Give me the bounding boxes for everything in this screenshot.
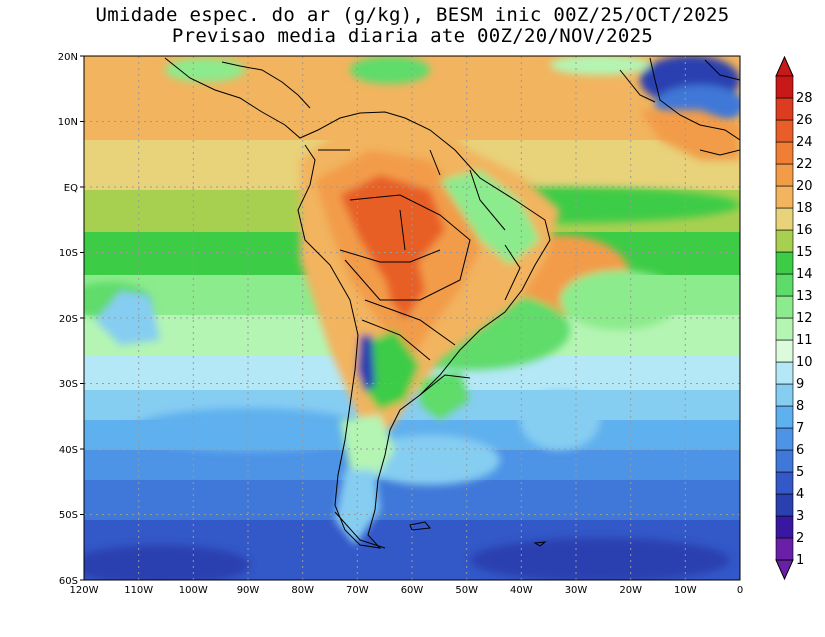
lon-label-90w: 90W xyxy=(237,585,260,596)
colorbar-swatch xyxy=(775,317,794,341)
colorbar-swatch xyxy=(775,471,794,495)
colorbar-label: 28 xyxy=(796,91,813,106)
colorbar-swatch xyxy=(775,515,794,539)
colorbar-label: 5 xyxy=(796,465,804,480)
colorbar-label: 26 xyxy=(796,113,813,128)
colorbar-label: 20 xyxy=(796,179,813,194)
colorbar-label: 15 xyxy=(796,245,813,260)
lat-label-10s: 10S xyxy=(59,248,78,259)
lat-labels: 20N 10N EQ 10S 20S 30S 40S 50S 60S xyxy=(58,52,78,587)
colorbar-swatch xyxy=(775,75,794,99)
colorbar-swatch xyxy=(775,339,794,363)
lat-label-60s: 60S xyxy=(59,576,78,587)
lon-label-30w: 30W xyxy=(565,585,588,596)
colorbar-swatch xyxy=(775,251,794,275)
lat-label-40s: 40S xyxy=(59,445,78,456)
colorbar-label: 22 xyxy=(796,157,813,172)
colorbar-label: 9 xyxy=(796,377,804,392)
lon-label-60w: 60W xyxy=(401,585,424,596)
tick-marks xyxy=(80,55,84,581)
lon-label-120w: 120W xyxy=(70,585,99,596)
lon-labels: 120W 110W 100W 90W 80W 70W 60W 50W 40W 3… xyxy=(70,585,744,596)
coastlines xyxy=(164,57,740,549)
lon-label-50w: 50W xyxy=(455,585,478,596)
colorbar-label: 1 xyxy=(796,553,804,568)
lon-label-10w: 10W xyxy=(674,585,697,596)
lon-label-70w: 70W xyxy=(346,585,369,596)
lat-label-20s: 20S xyxy=(59,314,78,325)
colorbar-max-arrow xyxy=(775,55,794,77)
graticule xyxy=(84,56,740,580)
lat-label-20n: 20N xyxy=(58,52,78,63)
colorbar-label: 8 xyxy=(796,399,804,414)
colorbar-label: 2 xyxy=(796,531,804,546)
colorbar-label: 6 xyxy=(796,443,804,458)
colorbar-label: 14 xyxy=(796,267,813,282)
lon-label-110w: 110W xyxy=(124,585,153,596)
colorbar-swatch xyxy=(775,405,794,429)
lat-label-50s: 50S xyxy=(59,510,78,521)
humidity-field xyxy=(84,56,740,580)
lat-label-eq: EQ xyxy=(64,183,78,194)
colorbar-swatch xyxy=(775,537,794,561)
colorbar-label: 24 xyxy=(796,135,813,150)
colorbar-swatch xyxy=(775,185,794,209)
colorbar-min-arrow xyxy=(775,559,794,581)
lat-label-10n: 10N xyxy=(58,117,78,128)
map-title-line1: Umidade espec. do ar (g/kg), BESM inic 0… xyxy=(95,4,730,26)
colorbar-swatch xyxy=(775,163,794,187)
lon-label-80w: 80W xyxy=(291,585,314,596)
lon-label-100w: 100W xyxy=(179,585,208,596)
colorbar-label: 4 xyxy=(796,487,804,502)
map-title-line2: Previsao media diaria ate 00Z/20/NOV/202… xyxy=(171,25,654,47)
colorbar-swatch xyxy=(775,295,794,319)
colorbar-swatch xyxy=(775,427,794,451)
colorbar-swatch xyxy=(775,361,794,385)
colorbar-swatch xyxy=(775,97,794,121)
colorbar-swatch xyxy=(775,273,794,297)
colorbar-label: 11 xyxy=(796,333,813,348)
colorbar-swatch xyxy=(775,207,794,231)
colorbar-label: 12 xyxy=(796,311,813,326)
colorbar-swatch xyxy=(775,119,794,143)
colorbar-label: 18 xyxy=(796,201,813,216)
lon-label-0: 0 xyxy=(737,585,743,596)
colorbar-label: 16 xyxy=(796,223,813,238)
lon-label-20w: 20W xyxy=(619,585,642,596)
colorbar-swatch xyxy=(775,383,794,407)
colorbar-label: 13 xyxy=(796,289,813,304)
colorbar-label: 7 xyxy=(796,421,804,436)
lon-label-40w: 40W xyxy=(510,585,533,596)
colorbar-swatch xyxy=(775,141,794,165)
colorbar-swatch xyxy=(775,229,794,253)
lat-label-30s: 30S xyxy=(59,379,78,390)
colorbar-label: 3 xyxy=(796,509,804,524)
colorbar-swatch xyxy=(775,449,794,473)
colorbar-swatch xyxy=(775,493,794,517)
colorbar-label: 10 xyxy=(796,355,813,370)
